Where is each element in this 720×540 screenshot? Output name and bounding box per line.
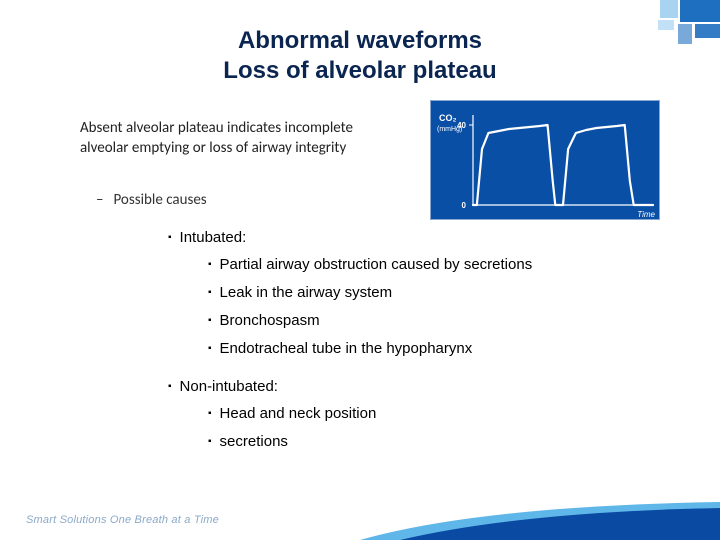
- footer-tagline: Smart Solutions One Breath at a Time: [26, 514, 219, 526]
- cause-item: Bronchospasm: [208, 312, 628, 330]
- title-line-2: Loss of alveolar plateau: [0, 56, 720, 86]
- cause-item: Leak in the airway system: [208, 284, 628, 302]
- footer-curve-icon: [360, 500, 720, 540]
- slide-footer: Smart Solutions One Breath at a Time: [0, 500, 720, 540]
- cause-item: Partial airway obstruction caused by sec…: [208, 256, 628, 274]
- cause-group-label: Intubated:: [168, 229, 680, 246]
- svg-text:0: 0: [462, 201, 467, 210]
- cause-group-label: Non-intubated:: [168, 378, 680, 395]
- svg-text:CO₂: CO₂: [439, 113, 457, 123]
- cause-item: Head and neck position: [208, 405, 628, 423]
- capnography-chart: 400CO₂(mmHg)Time: [430, 100, 660, 220]
- svg-text:Time: Time: [637, 210, 655, 219]
- cause-item: secretions: [208, 433, 628, 451]
- title-line-1: Abnormal waveforms: [0, 26, 720, 56]
- cause-item: Endotracheal tube in the hypopharynx: [208, 340, 628, 358]
- slide-title: Abnormal waveforms Loss of alveolar plat…: [0, 0, 720, 94]
- intro-text: Absent alveolar plateau indicates incomp…: [80, 118, 360, 159]
- svg-text:(mmHg): (mmHg): [437, 126, 462, 133]
